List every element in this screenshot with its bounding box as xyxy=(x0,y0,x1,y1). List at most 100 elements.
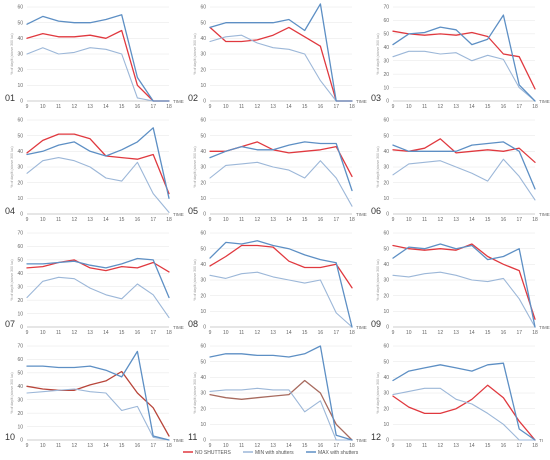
x-tick-label: 17 xyxy=(150,330,156,336)
series-line-min_shutters xyxy=(209,271,353,328)
y-tick-label: 50 xyxy=(383,133,389,139)
x-tick-label: 12 xyxy=(438,443,444,449)
y-tick-label: 70 xyxy=(383,5,389,11)
y-tick-label: 30 xyxy=(17,52,23,58)
x-tick-label: 11 xyxy=(56,217,61,223)
x-tick-label: 17 xyxy=(150,217,156,223)
series-line-no_shutters xyxy=(209,26,353,102)
x-tick-label: 18 xyxy=(532,443,538,449)
y-tick-label: 30 xyxy=(200,278,206,284)
legend: NO SHUTTERS MIN with shutters MAX with shu… xyxy=(183,450,359,456)
panel-label: 10 xyxy=(5,432,15,442)
y-tick-label: 20 xyxy=(200,293,206,299)
series-line-no_shutters xyxy=(26,133,170,195)
x-tick-label: 12 xyxy=(438,330,444,336)
panel-label: 12 xyxy=(371,432,381,442)
x-tick-label: 13 xyxy=(453,330,459,336)
panel-label: 11 xyxy=(188,432,197,442)
x-axis-unit: TIME xyxy=(173,99,184,104)
x-tick-label: 11 xyxy=(422,217,427,223)
x-tick-label: 14 xyxy=(103,330,109,336)
x-tick-label: 14 xyxy=(103,104,109,110)
x-tick-label: 16 xyxy=(501,330,507,336)
x-tick-label: 10 xyxy=(406,217,412,223)
legend-item-max_shutters: MAX with shutters xyxy=(306,450,359,456)
x-tick-label: 11 xyxy=(56,330,61,336)
y-tick-label: 30 xyxy=(17,397,23,403)
x-tick-label: 13 xyxy=(270,330,276,336)
y-tick-label: 40 xyxy=(17,271,23,277)
y-tick-label: 50 xyxy=(200,133,206,139)
x-tick-label: 10 xyxy=(40,217,46,223)
x-tick-label: 11 xyxy=(239,217,244,223)
y-tick-label: 50 xyxy=(17,133,23,139)
x-tick-label: 15 xyxy=(119,443,125,449)
series-line-max_shutters xyxy=(209,3,353,102)
y-tick-label: 0 xyxy=(203,212,206,218)
x-tick-label: 9 xyxy=(392,330,395,336)
y-axis-label: % of daylit (above 300 lux) xyxy=(193,259,197,300)
series-line-min_shutters xyxy=(209,387,353,441)
x-tick-label: 11 xyxy=(239,104,244,110)
x-axis-unit: TIME xyxy=(356,325,367,330)
x-tick-label: 11 xyxy=(239,443,244,449)
y-tick-label: 20 xyxy=(17,67,23,73)
x-tick-label: 18 xyxy=(166,104,172,110)
x-tick-label: 17 xyxy=(333,104,339,110)
series-line-max_shutters xyxy=(26,14,170,102)
y-axis-label: % of daylit (above 300 lux) xyxy=(10,259,14,300)
x-axis-unit: TIME xyxy=(356,212,367,217)
series-line-no_shutters xyxy=(209,379,353,441)
y-tick-label: 60 xyxy=(200,344,206,350)
x-axis-unit: TIME xyxy=(539,212,550,217)
x-tick-label: 18 xyxy=(532,104,538,110)
x-tick-label: 12 xyxy=(72,217,78,223)
series-line-max_shutters xyxy=(392,14,536,102)
x-tick-label: 17 xyxy=(150,443,156,449)
series-line-no_shutters xyxy=(209,244,353,289)
y-tick-label: 40 xyxy=(17,36,23,42)
y-tick-label: 50 xyxy=(200,359,206,365)
x-tick-label: 12 xyxy=(72,443,78,449)
x-tick-label: 17 xyxy=(516,104,522,110)
y-axis-label: % of daylit (above 300 lux) xyxy=(10,146,14,187)
x-tick-label: 18 xyxy=(532,330,538,336)
x-tick-label: 13 xyxy=(453,443,459,449)
series-line-max_shutters xyxy=(26,350,170,441)
y-axis-label: % of daylit (above 300 lux) xyxy=(193,372,197,413)
x-tick-label: 17 xyxy=(333,217,339,223)
y-tick-label: 60 xyxy=(383,18,389,24)
x-tick-label: 13 xyxy=(453,104,459,110)
x-tick-label: 11 xyxy=(56,443,61,449)
x-tick-label: 17 xyxy=(150,104,156,110)
series-line-no_shutters xyxy=(392,243,536,320)
y-tick-label: 0 xyxy=(386,325,389,331)
y-tick-label: 20 xyxy=(17,298,23,304)
x-tick-label: 16 xyxy=(135,104,141,110)
x-tick-label: 18 xyxy=(532,217,538,223)
y-tick-label: 70 xyxy=(17,344,23,350)
x-tick-label: 15 xyxy=(302,104,308,110)
y-tick-label: 40 xyxy=(383,45,389,51)
y-tick-label: 30 xyxy=(200,391,206,397)
y-tick-label: 10 xyxy=(17,424,23,430)
x-tick-label: 13 xyxy=(453,217,459,223)
y-tick-label: 20 xyxy=(383,406,389,412)
series-line-no_shutters xyxy=(26,259,170,273)
x-tick-label: 18 xyxy=(349,443,355,449)
y-tick-label: 30 xyxy=(383,391,389,397)
y-tick-label: 10 xyxy=(17,196,23,202)
y-tick-label: 10 xyxy=(200,309,206,315)
y-tick-label: 70 xyxy=(17,231,23,237)
x-tick-label: 10 xyxy=(406,330,412,336)
x-tick-label: 10 xyxy=(40,443,46,449)
x-tick-label: 13 xyxy=(87,217,93,223)
x-tick-label: 13 xyxy=(270,104,276,110)
x-axis-unit: TIME xyxy=(356,438,367,443)
x-tick-label: 17 xyxy=(516,443,522,449)
y-tick-label: 0 xyxy=(203,325,206,331)
